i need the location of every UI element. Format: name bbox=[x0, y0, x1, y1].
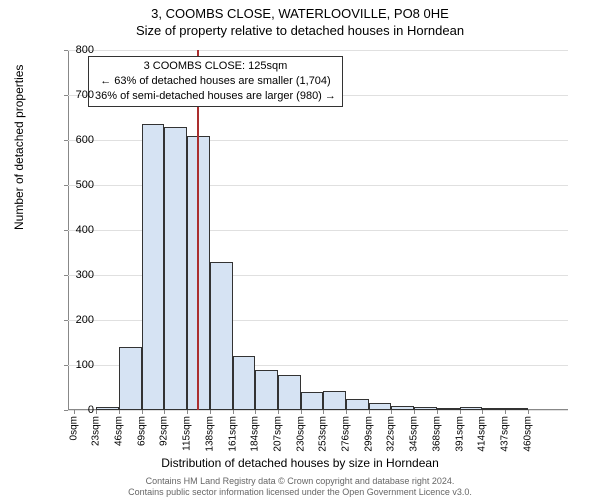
x-tick-mark bbox=[369, 410, 370, 414]
y-tick-label: 800 bbox=[54, 44, 94, 56]
x-tick-mark bbox=[210, 410, 211, 414]
x-tick-label: 414sqm bbox=[477, 416, 488, 452]
x-tick-mark bbox=[164, 410, 165, 414]
x-tick-mark bbox=[278, 410, 279, 414]
x-tick-label: 184sqm bbox=[250, 416, 261, 452]
histogram-bar bbox=[505, 408, 528, 410]
x-tick-label: 0sqm bbox=[68, 416, 79, 440]
y-tick-label: 300 bbox=[54, 269, 94, 281]
attribution-line1: Contains HM Land Registry data © Crown c… bbox=[0, 476, 600, 487]
x-tick-label: 115sqm bbox=[182, 416, 193, 451]
chart-title-main: 3, COOMBS CLOSE, WATERLOOVILLE, PO8 0HE bbox=[0, 0, 600, 21]
x-tick-mark bbox=[437, 410, 438, 414]
histogram-bar bbox=[414, 407, 437, 410]
histogram-bar bbox=[233, 356, 256, 410]
x-tick-label: 253sqm bbox=[318, 416, 329, 452]
x-tick-label: 391sqm bbox=[454, 416, 465, 452]
x-tick-label: 69sqm bbox=[136, 416, 147, 446]
x-tick-mark bbox=[142, 410, 143, 414]
x-tick-label: 345sqm bbox=[409, 416, 420, 452]
x-tick-label: 276sqm bbox=[341, 416, 352, 452]
x-tick-mark bbox=[301, 410, 302, 414]
attribution-line2: Contains public sector information licen… bbox=[0, 487, 600, 498]
histogram-bar bbox=[391, 406, 414, 410]
info-box: 3 COOMBS CLOSE: 125sqm ← 63% of detached… bbox=[88, 56, 343, 107]
histogram-bar bbox=[119, 347, 142, 410]
x-tick-label: 23sqm bbox=[91, 416, 102, 446]
y-tick-label: 700 bbox=[54, 89, 94, 101]
x-tick-label: 230sqm bbox=[295, 416, 306, 452]
histogram-bar bbox=[301, 392, 324, 410]
y-tick-label: 0 bbox=[54, 404, 94, 416]
histogram-bar bbox=[142, 124, 165, 410]
histogram-bar bbox=[210, 262, 233, 411]
y-tick-label: 100 bbox=[54, 359, 94, 371]
y-tick-label: 200 bbox=[54, 314, 94, 326]
x-tick-label: 322sqm bbox=[386, 416, 397, 452]
y-tick-label: 600 bbox=[54, 134, 94, 146]
info-box-line1: 3 COOMBS CLOSE: 125sqm bbox=[95, 59, 336, 74]
y-axis-label: Number of detached properties bbox=[12, 65, 26, 230]
x-tick-mark bbox=[323, 410, 324, 414]
x-tick-label: 207sqm bbox=[272, 416, 283, 452]
info-box-line2: ← 63% of detached houses are smaller (1,… bbox=[95, 74, 336, 89]
grid-line bbox=[68, 50, 568, 51]
x-tick-label: 437sqm bbox=[499, 416, 510, 452]
x-tick-mark bbox=[460, 410, 461, 414]
x-axis-label: Distribution of detached houses by size … bbox=[0, 456, 600, 470]
x-tick-mark bbox=[528, 410, 529, 414]
info-box-line3: 36% of semi-detached houses are larger (… bbox=[95, 89, 336, 104]
histogram-bar bbox=[437, 408, 460, 410]
histogram-bar bbox=[164, 127, 187, 411]
chart-title-sub: Size of property relative to detached ho… bbox=[0, 21, 600, 38]
histogram-bar bbox=[255, 370, 278, 411]
x-tick-label: 299sqm bbox=[363, 416, 374, 452]
histogram-bar bbox=[482, 408, 505, 410]
x-tick-label: 46sqm bbox=[114, 416, 125, 446]
grid-line bbox=[68, 410, 568, 411]
x-tick-label: 92sqm bbox=[159, 416, 170, 446]
x-tick-mark bbox=[505, 410, 506, 414]
x-tick-label: 460sqm bbox=[522, 416, 533, 452]
histogram-bar bbox=[369, 403, 392, 410]
x-tick-mark bbox=[414, 410, 415, 414]
histogram-bar bbox=[346, 399, 369, 410]
x-tick-label: 161sqm bbox=[227, 416, 238, 452]
x-tick-mark bbox=[233, 410, 234, 414]
histogram-bar bbox=[278, 375, 301, 410]
y-tick-label: 500 bbox=[54, 179, 94, 191]
attribution: Contains HM Land Registry data © Crown c… bbox=[0, 476, 600, 498]
y-tick-label: 400 bbox=[54, 224, 94, 236]
x-tick-mark bbox=[187, 410, 188, 414]
chart-container: 3, COOMBS CLOSE, WATERLOOVILLE, PO8 0HE … bbox=[0, 0, 600, 500]
histogram-bar bbox=[323, 391, 346, 410]
x-tick-mark bbox=[255, 410, 256, 414]
histogram-bar bbox=[460, 407, 483, 410]
histogram-bar bbox=[96, 407, 119, 410]
x-tick-mark bbox=[482, 410, 483, 414]
plot-area: 0sqm23sqm46sqm69sqm92sqm115sqm138sqm161s… bbox=[68, 50, 568, 410]
x-tick-mark bbox=[391, 410, 392, 414]
x-tick-label: 138sqm bbox=[204, 416, 215, 452]
x-tick-mark bbox=[346, 410, 347, 414]
x-tick-label: 368sqm bbox=[431, 416, 442, 452]
x-tick-mark bbox=[119, 410, 120, 414]
x-tick-mark bbox=[96, 410, 97, 414]
